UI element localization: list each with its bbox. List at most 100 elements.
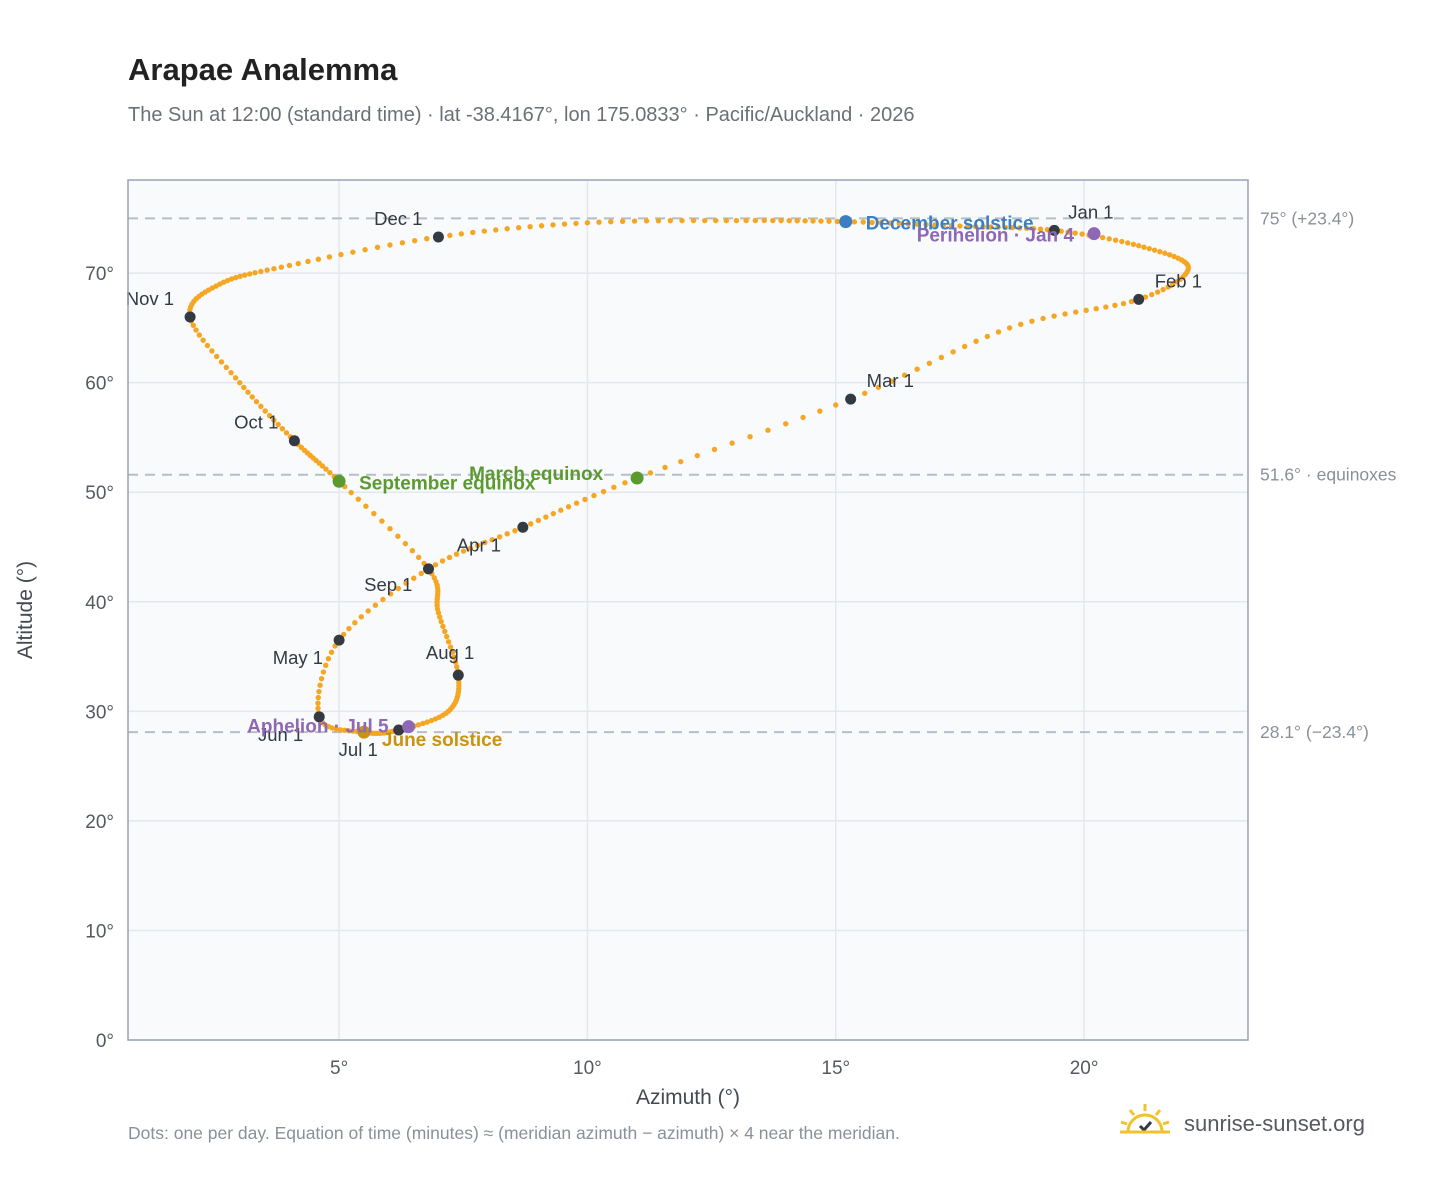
daily-dot (237, 273, 243, 280)
daily-dot (878, 220, 884, 226)
axis-ticks: 5° 10° 15° 20° 0° 10° 20° 30° 40° 50° 60° 70° 75° (+… (85, 208, 1396, 1079)
daily-dot (346, 728, 352, 734)
daily-dot (794, 218, 800, 224)
month-label: Dec 1 (374, 208, 422, 229)
daily-dot (1151, 247, 1158, 253)
daily-dot (1154, 289, 1161, 295)
daily-dot (743, 217, 749, 224)
daily-dot (800, 414, 806, 421)
brand[interactable]: sunrise-sunset.org (1118, 1100, 1365, 1148)
event-marker (402, 720, 416, 734)
daily-dot (932, 222, 938, 228)
daily-dot (348, 489, 354, 496)
x-tick-label: 10° (573, 1058, 602, 1079)
y-tick-label: 10° (85, 921, 114, 942)
month-label: Mar 1 (867, 370, 914, 391)
daily-dot (350, 249, 356, 255)
daily-dot (778, 217, 784, 224)
daily-dot (608, 218, 614, 225)
daily-dot (1112, 237, 1119, 243)
daily-dot (438, 618, 444, 625)
daily-dot (558, 507, 564, 513)
daily-dot (372, 602, 379, 608)
daily-dot (305, 258, 311, 265)
daily-dot (365, 608, 371, 614)
y-tick-label: 60° (85, 374, 114, 395)
daily-dot (328, 649, 335, 655)
daily-dot (474, 542, 481, 549)
daily-dot (489, 536, 495, 543)
daily-dot (582, 496, 588, 503)
daily-dot (761, 217, 767, 224)
daily-dot (802, 218, 808, 224)
daily-dot (286, 262, 293, 269)
daily-dot (869, 219, 875, 226)
daily-dot (926, 360, 933, 366)
daily-dot (200, 337, 206, 343)
daily-dot (223, 364, 230, 371)
daily-dot (1169, 281, 1176, 288)
daily-dot (1006, 325, 1013, 331)
daily-dot (1040, 315, 1046, 322)
daily-dot (1058, 228, 1064, 234)
daily-dot (371, 510, 377, 517)
daily-dot (573, 220, 579, 227)
daily-dot (362, 247, 368, 253)
month-marker (393, 724, 405, 736)
daily-dot (442, 628, 448, 635)
daily-dot (786, 217, 792, 224)
month-marker (432, 231, 444, 243)
reference-line-label: 28.1° (−23.4°) (1260, 722, 1369, 742)
daily-dot (888, 378, 895, 384)
daily-dot (424, 719, 430, 725)
daily-dot (266, 412, 273, 419)
daily-dot (233, 274, 239, 281)
month-markers: Jan 1 Feb 1 Mar 1 Apr 1 May 1 Jun 1 Jul 1 Aug 1… (126, 201, 1202, 760)
daily-dot (209, 348, 215, 354)
daily-dot (504, 531, 510, 537)
daily-dot (667, 217, 674, 224)
daily-dot (862, 390, 868, 396)
daily-dot (914, 221, 920, 227)
chart-title: Arapae Analemma (128, 52, 398, 87)
daily-dot (1072, 230, 1078, 236)
daily-dot (600, 488, 607, 495)
event-marker (332, 474, 346, 488)
daily-dot (833, 402, 839, 408)
month-label: Jul 1 (339, 739, 378, 760)
y-tick-label: 50° (85, 483, 114, 504)
daily-dot (504, 226, 510, 232)
daily-dot (341, 727, 348, 734)
month-label: Jun 1 (258, 724, 303, 745)
grid-lines (128, 180, 1248, 1041)
daily-dot (810, 218, 816, 224)
daily-dot (988, 224, 994, 230)
daily-dot (1130, 241, 1137, 248)
month-label: Aug 1 (426, 642, 474, 663)
daily-dot (271, 266, 277, 272)
daily-dot (528, 521, 534, 527)
daily-dot (901, 372, 908, 378)
brand-name[interactable]: sunrise-sunset.org (1184, 1111, 1365, 1136)
daily-dot (770, 217, 776, 224)
daily-dot (437, 614, 443, 620)
daily-dot (262, 408, 268, 414)
daily-dot (711, 446, 718, 453)
daily-dot (350, 728, 356, 734)
daily-dot (826, 218, 832, 224)
daily-dot (887, 220, 893, 226)
daily-dot (1018, 321, 1024, 328)
daily-dot (387, 242, 393, 248)
daily-dot (655, 218, 662, 224)
daily-dot (315, 256, 322, 262)
daily-dot (196, 332, 203, 338)
daily-dot (258, 403, 264, 410)
daily-dot (445, 639, 452, 645)
daily-dot (712, 217, 719, 224)
daily-dot (318, 675, 325, 682)
daily-dot (1125, 240, 1131, 246)
daily-dot (271, 417, 277, 423)
event-marker (1087, 227, 1101, 241)
month-marker (422, 563, 434, 575)
